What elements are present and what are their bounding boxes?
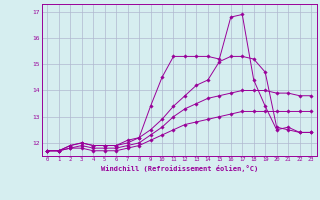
X-axis label: Windchill (Refroidissement éolien,°C): Windchill (Refroidissement éolien,°C) bbox=[100, 165, 258, 172]
